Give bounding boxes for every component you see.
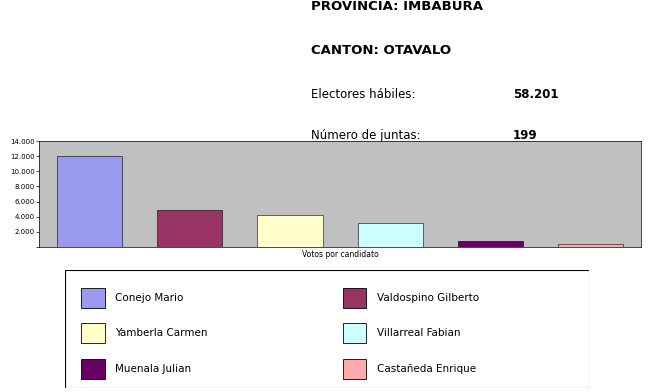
X-axis label: Votos por candidato: Votos por candidato [301, 250, 379, 259]
Bar [257, 215, 322, 247]
Text: 58.201: 58.201 [513, 88, 559, 101]
Text: Castañeda Enrique: Castañeda Enrique [377, 364, 476, 374]
Bar [558, 244, 623, 247]
Text: CANTON: OTAVALO: CANTON: OTAVALO [311, 44, 451, 57]
Bar [81, 323, 105, 343]
Text: Muenala Julian: Muenala Julian [115, 364, 191, 374]
Bar [81, 288, 105, 308]
Bar [343, 323, 366, 343]
Bar [458, 241, 523, 247]
Text: 199: 199 [513, 129, 538, 142]
Text: Conejo Mario: Conejo Mario [115, 293, 184, 303]
Text: Valdospino Gilberto: Valdospino Gilberto [377, 293, 479, 303]
Text: Yamberla Carmen: Yamberla Carmen [115, 328, 207, 338]
Bar [343, 359, 366, 379]
Text: Electores hábiles:: Electores hábiles: [311, 88, 416, 101]
Bar [157, 210, 222, 247]
Text: Número de juntas:: Número de juntas: [311, 129, 421, 142]
Text: Villarreal Fabian: Villarreal Fabian [377, 328, 460, 338]
Bar [57, 156, 122, 247]
Bar [81, 359, 105, 379]
Bar [343, 288, 366, 308]
Bar [358, 223, 422, 247]
Text: PROVINCIA: IMBABURA: PROVINCIA: IMBABURA [311, 0, 483, 13]
